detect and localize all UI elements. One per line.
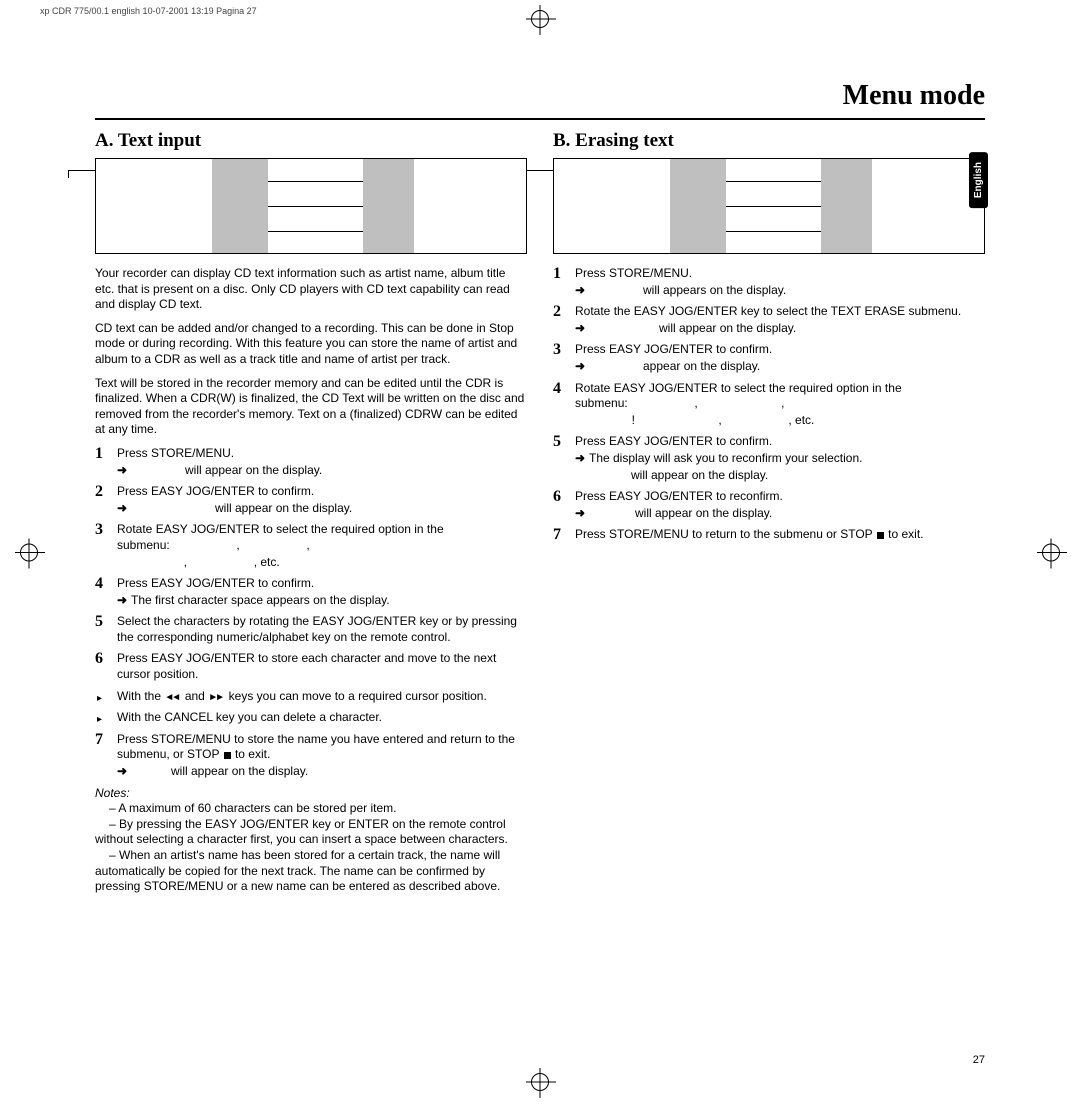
step-a7a: With the	[117, 689, 161, 703]
step-a8: With the CANCEL key you can delete a cha…	[117, 710, 382, 724]
bullet-icon: ▸	[97, 713, 102, 726]
step-a7c: keys you can move to a required cursor p…	[229, 689, 487, 703]
step-b7b: to exit.	[888, 527, 923, 541]
step-a5: Select the characters by rotating the EA…	[117, 614, 517, 644]
step-a3b: , etc.	[254, 555, 280, 569]
step-a9b: to exit.	[235, 747, 270, 761]
step-b7a: Press STORE/MENU to return to the submen…	[575, 527, 872, 541]
step-b2b: will appear on the display.	[659, 321, 796, 335]
step-a9c: will appear on the display.	[171, 764, 308, 778]
arrow-icon: ➜	[575, 321, 589, 337]
page-title: Menu mode	[843, 80, 985, 111]
figure-a	[95, 158, 527, 254]
steps-a: 1 Press STORE/MENU. ➜will appear on the …	[95, 446, 527, 780]
step-b5b: The display will ask you to reconﬁrm you…	[589, 451, 862, 465]
print-slugline: xp CDR 775/00.1 english 10-07-2001 13:19…	[40, 6, 257, 16]
note-1: – A maximum of 60 characters can be stor…	[95, 801, 527, 817]
arrow-icon: ➜	[575, 359, 589, 375]
page-number: 27	[973, 1054, 985, 1066]
step-a6: Press EASY JOG/ENTER to store each chara…	[117, 651, 496, 681]
arrow-icon: ➜	[575, 451, 589, 467]
note-2: – By pressing the EASY JOG/ENTER key or …	[95, 817, 508, 847]
arrow-icon: ➜	[575, 506, 589, 522]
title-rule	[95, 118, 985, 120]
step-b1: Press STORE/MENU.	[575, 266, 692, 280]
rewind-icon: ◄◄	[164, 692, 178, 703]
step-b5: Press EASY JOG/ENTER to conﬁrm.	[575, 434, 772, 448]
stop-icon	[224, 752, 231, 759]
intro-para-2: CD text can be added and/or changed to a…	[95, 321, 527, 368]
notes-block: Notes: – A maximum of 60 characters can …	[95, 786, 527, 895]
section-b-heading: B. Erasing text	[553, 130, 985, 152]
figure-b	[553, 158, 985, 254]
stop-icon	[877, 532, 884, 539]
section-a-heading: A. Text input	[95, 130, 527, 152]
arrow-icon: ➜	[117, 764, 131, 780]
step-b3: Press EASY JOG/ENTER to conﬁrm.	[575, 342, 772, 356]
notes-heading: Notes:	[95, 786, 527, 802]
step-a1b: will appear on the display.	[185, 463, 322, 477]
arrow-icon: ➜	[117, 593, 131, 609]
step-b1b: will appears on the display.	[643, 283, 786, 297]
step-a4: Press EASY JOG/ENTER to conﬁrm.	[117, 576, 314, 590]
column-a: A. Text input Your recorder can display …	[95, 130, 527, 895]
intro-para-1: Your recorder can display CD text inform…	[95, 266, 527, 313]
intro-para-3: Text will be stored in the recorder memo…	[95, 376, 527, 438]
step-b6: Press EASY JOG/ENTER to reconﬁrm.	[575, 489, 783, 503]
step-b5c: will appear on the display.	[631, 468, 768, 482]
bullet-icon: ▸	[97, 692, 102, 705]
step-b3b: appear on the display.	[643, 359, 760, 373]
arrow-icon: ➜	[117, 501, 131, 517]
arrow-icon: ➜	[575, 283, 589, 299]
step-a1: Press STORE/MENU.	[117, 446, 234, 460]
step-a4b: The ﬁrst character space appears on the …	[131, 593, 390, 607]
column-b: English B. Erasing text 1 Press STORE/ME…	[553, 130, 985, 895]
forward-icon: ►►	[208, 692, 222, 703]
step-a9a: Press STORE/MENU to store the name you h…	[117, 732, 515, 762]
step-b6b: will appear on the display.	[635, 506, 772, 520]
page-content: Menu mode A. Text input Your recorder ca…	[95, 80, 985, 1058]
step-a2: Press EASY JOG/ENTER to conﬁrm.	[117, 484, 314, 498]
step-b2: Rotate the EASY JOG/ENTER key to select …	[575, 304, 961, 318]
arrow-icon: ➜	[117, 463, 131, 479]
title-bar: Menu mode	[95, 80, 985, 112]
note-3: – When an artist's name has been stored …	[95, 848, 500, 893]
step-a7b: and	[185, 689, 205, 703]
step-a2b: will appear on the display.	[215, 501, 352, 515]
steps-b: 1 Press STORE/MENU. ➜will appears on the…	[553, 266, 985, 543]
step-b4b: , etc.	[788, 413, 814, 427]
